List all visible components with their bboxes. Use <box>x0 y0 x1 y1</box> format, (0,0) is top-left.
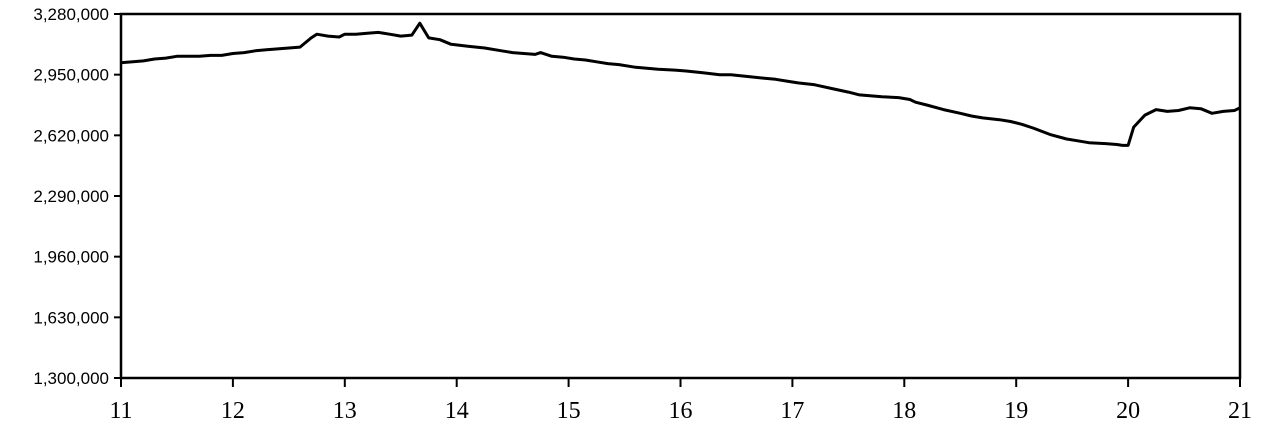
x-tick-label: 18 <box>892 398 916 424</box>
series-line <box>120 21 1241 147</box>
y-tick-label: 3,280,000 <box>33 5 109 24</box>
y-tick-label: 2,290,000 <box>33 187 109 206</box>
y-tick-label: 1,630,000 <box>33 308 109 327</box>
y-tick-label: 1,960,000 <box>33 248 109 267</box>
plot-frame <box>119 12 1242 380</box>
x-tick-label: 16 <box>669 398 693 424</box>
y-axis: 1,300,000 1,630,000 1,960,000 2,290,000 2,62… <box>33 5 121 388</box>
x-tick-label: 11 <box>109 398 132 424</box>
y-tick-label: 2,950,000 <box>33 66 109 85</box>
x-tick-label: 13 <box>333 398 357 424</box>
x-tick-label: 12 <box>221 398 245 424</box>
x-tick-label: 15 <box>557 398 581 424</box>
y-tick-label: 2,620,000 <box>33 126 109 145</box>
x-tick-label: 14 <box>445 398 469 424</box>
x-tick-label: 20 <box>1116 398 1140 424</box>
x-tick-label: 19 <box>1004 398 1028 424</box>
x-tick-label: 21 <box>1228 398 1252 424</box>
y-tick-label: 1,300,000 <box>33 369 109 388</box>
x-tick-label: 17 <box>780 398 804 424</box>
x-axis: 11 12 13 14 15 16 17 18 19 20 21 <box>109 378 1252 424</box>
